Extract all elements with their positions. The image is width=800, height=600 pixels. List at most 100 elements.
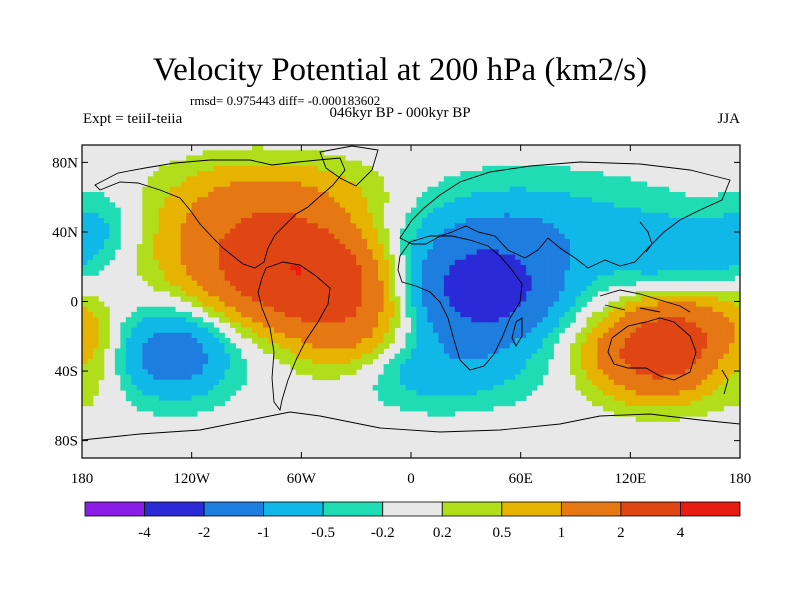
- field-cell: [219, 155, 225, 161]
- field-cell: [624, 332, 631, 339]
- field-cell: [586, 218, 593, 224]
- field-cell: [273, 280, 280, 287]
- field-cell: [383, 311, 390, 318]
- field-cell: [493, 191, 500, 198]
- field-cell: [120, 322, 127, 328]
- field-cell: [515, 327, 522, 334]
- field-cell: [635, 343, 642, 349]
- field-cell: [279, 202, 286, 208]
- field-cell: [718, 207, 724, 214]
- field-cell: [224, 390, 231, 396]
- field-cell: [531, 171, 538, 177]
- field-cell: [279, 244, 286, 250]
- field-cell: [131, 364, 138, 370]
- field-cell: [564, 259, 571, 266]
- field-cell: [652, 186, 659, 193]
- field-cell: [295, 301, 302, 308]
- field-cell: [504, 379, 511, 386]
- field-cell: [317, 353, 324, 360]
- field-cell: [279, 197, 286, 203]
- coastline-new-zealand: [721, 369, 729, 395]
- field-cell: [630, 390, 637, 396]
- field-cell: [531, 280, 538, 287]
- field-cell: [487, 202, 494, 208]
- field-cell: [153, 218, 160, 224]
- field-cell: [674, 395, 681, 401]
- field-cell: [306, 296, 313, 302]
- field-cell: [224, 233, 231, 240]
- field-cell: [729, 332, 735, 339]
- field-cell: [208, 405, 214, 412]
- field-cell: [345, 223, 352, 229]
- field-cell: [482, 332, 489, 339]
- field-cell: [98, 358, 105, 365]
- field-cell: [696, 218, 702, 224]
- field-cell: [509, 280, 516, 287]
- field-cell: [520, 212, 527, 219]
- field-cell: [674, 364, 681, 370]
- field-cell: [504, 181, 511, 188]
- field-cell: [652, 244, 659, 250]
- field-cell: [635, 228, 642, 235]
- field-cell: [262, 332, 269, 339]
- field-cell: [295, 296, 302, 302]
- field-cell: [389, 285, 395, 292]
- field-cell: [432, 244, 439, 250]
- field-cell: [520, 358, 527, 365]
- field-cell: [454, 379, 461, 386]
- field-cell: [164, 322, 171, 328]
- field-cell: [186, 171, 193, 177]
- field-cell: [690, 244, 697, 250]
- field-cell: [652, 322, 659, 328]
- field-cell: [575, 197, 582, 203]
- field-cell: [367, 327, 373, 334]
- field-cell: [416, 379, 423, 386]
- field-cell: [531, 244, 538, 250]
- field-cell: [646, 301, 653, 308]
- field-cell: [509, 306, 516, 313]
- field-cell: [449, 301, 456, 308]
- field-cell: [290, 254, 297, 261]
- field-cell: [564, 306, 571, 313]
- field-cell: [734, 218, 740, 224]
- field-cell: [498, 171, 505, 177]
- field-cell: [356, 197, 362, 203]
- field-cell: [515, 322, 522, 328]
- field-cell: [515, 249, 522, 255]
- field-cell: [306, 165, 313, 172]
- field-cell: [641, 348, 648, 355]
- field-cell: [476, 233, 483, 240]
- field-cell: [378, 322, 384, 328]
- y-tick-label: 0: [71, 295, 79, 311]
- field-cell: [164, 405, 171, 412]
- field-cell: [323, 155, 330, 161]
- field-cell: [279, 191, 286, 198]
- field-cell: [279, 181, 286, 188]
- field-cell: [498, 181, 505, 188]
- field-cell: [482, 181, 489, 188]
- field-cell: [465, 317, 472, 323]
- field-cell: [646, 207, 653, 214]
- field-cell: [339, 228, 346, 235]
- field-cell: [542, 322, 549, 328]
- field-cell: [597, 369, 604, 375]
- field-cell: [663, 384, 670, 391]
- field-cell: [520, 306, 527, 313]
- field-cell: [411, 390, 417, 396]
- field-cell: [372, 343, 379, 349]
- field-cell: [657, 384, 664, 391]
- field-cell: [630, 379, 637, 386]
- field-cell: [487, 395, 494, 401]
- field-cell: [580, 249, 587, 255]
- field-cell: [520, 369, 527, 375]
- field-cell: [125, 353, 132, 360]
- field-cell: [92, 374, 99, 381]
- field-cell: [641, 228, 648, 235]
- field-cell: [394, 364, 401, 370]
- field-cell: [548, 264, 554, 271]
- field-cell: [526, 259, 532, 266]
- field-cell: [421, 343, 428, 349]
- field-cell: [553, 296, 560, 302]
- field-cell: [509, 390, 516, 396]
- field-cell: [345, 301, 352, 308]
